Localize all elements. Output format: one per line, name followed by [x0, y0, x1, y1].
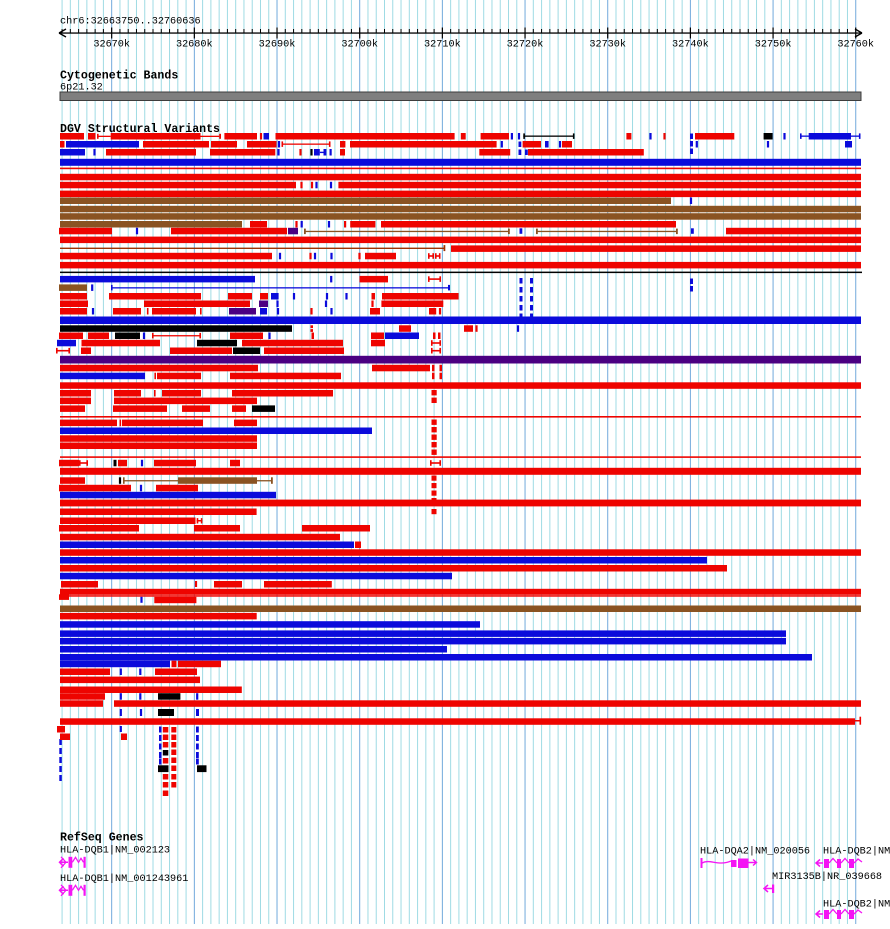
svg-text:HLA-DQB2|NM.: HLA-DQB2|NM. — [823, 846, 890, 858]
svg-text:32690k: 32690k — [259, 39, 296, 51]
svg-text:6p21.32: 6p21.32 — [60, 83, 103, 94]
svg-text:HLA-DQB1|NM_001243961: HLA-DQB1|NM_001243961 — [60, 873, 188, 885]
svg-text:32710k: 32710k — [424, 39, 461, 51]
svg-text:32730k: 32730k — [589, 39, 626, 51]
svg-text:DGV Structural Variants: DGV Structural Variants — [60, 123, 220, 136]
svg-text:32740k: 32740k — [672, 39, 709, 51]
svg-text:MIR3135B|NR_039668: MIR3135B|NR_039668 — [772, 871, 882, 883]
svg-text:32750k: 32750k — [755, 39, 792, 51]
svg-text:Cytogenetic Bands: Cytogenetic Bands — [60, 70, 178, 83]
svg-text:HLA-DQB1|NM_002123: HLA-DQB1|NM_002123 — [60, 845, 170, 857]
svg-text:RefSeq Genes: RefSeq Genes — [60, 832, 144, 845]
svg-text:chr6:32663750..32760636: chr6:32663750..32760636 — [60, 16, 201, 28]
svg-text:32670k: 32670k — [93, 39, 130, 51]
svg-text:32680k: 32680k — [176, 39, 213, 51]
svg-text:32700k: 32700k — [341, 39, 378, 51]
svg-text:HLA-DQA2|NM_020056: HLA-DQA2|NM_020056 — [700, 846, 810, 858]
svg-text:HLA-DQB2|NM.: HLA-DQB2|NM. — [823, 899, 890, 911]
svg-text:32760k: 32760k — [837, 39, 874, 51]
svg-text:32720k: 32720k — [507, 39, 544, 51]
